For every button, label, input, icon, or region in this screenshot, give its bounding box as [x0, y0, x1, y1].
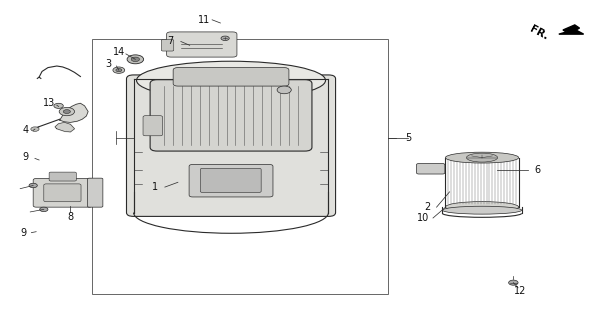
Text: 3: 3 — [106, 59, 112, 69]
FancyBboxPatch shape — [44, 184, 81, 202]
Circle shape — [127, 55, 144, 64]
FancyBboxPatch shape — [417, 164, 445, 174]
Circle shape — [54, 103, 63, 108]
Text: 9: 9 — [20, 228, 26, 238]
FancyBboxPatch shape — [200, 168, 261, 193]
FancyBboxPatch shape — [33, 179, 92, 207]
Circle shape — [221, 36, 229, 41]
Text: 7: 7 — [168, 36, 174, 46]
Polygon shape — [559, 25, 584, 34]
FancyBboxPatch shape — [167, 32, 237, 57]
Text: FR.: FR. — [528, 24, 550, 42]
FancyBboxPatch shape — [49, 172, 76, 181]
Ellipse shape — [442, 206, 522, 214]
Circle shape — [40, 207, 48, 212]
Text: 10: 10 — [417, 213, 429, 223]
FancyBboxPatch shape — [143, 116, 163, 136]
FancyBboxPatch shape — [173, 68, 289, 86]
FancyBboxPatch shape — [88, 178, 103, 207]
Text: 11: 11 — [198, 15, 211, 25]
FancyBboxPatch shape — [189, 164, 273, 197]
Text: 8: 8 — [67, 212, 73, 222]
Circle shape — [63, 110, 70, 114]
Text: 1: 1 — [152, 182, 159, 192]
Text: 14: 14 — [112, 47, 125, 57]
Text: 5: 5 — [405, 133, 411, 143]
Circle shape — [509, 280, 518, 285]
Text: 13: 13 — [43, 98, 55, 108]
Circle shape — [59, 108, 75, 116]
Circle shape — [131, 57, 140, 61]
Bar — [92, 39, 388, 294]
Circle shape — [29, 183, 37, 188]
Polygon shape — [55, 123, 75, 132]
Ellipse shape — [466, 153, 498, 162]
Text: 2: 2 — [424, 202, 430, 212]
Ellipse shape — [445, 202, 519, 212]
Circle shape — [31, 127, 39, 131]
Ellipse shape — [137, 61, 326, 100]
FancyBboxPatch shape — [150, 80, 312, 151]
Circle shape — [116, 68, 122, 72]
Circle shape — [277, 86, 291, 94]
Text: 9: 9 — [22, 152, 28, 163]
Text: 4: 4 — [22, 125, 28, 135]
Circle shape — [113, 67, 125, 73]
Polygon shape — [60, 103, 88, 123]
Ellipse shape — [445, 152, 519, 163]
FancyBboxPatch shape — [162, 40, 173, 51]
FancyBboxPatch shape — [127, 75, 336, 216]
Text: 12: 12 — [514, 286, 527, 296]
Text: 6: 6 — [534, 164, 540, 174]
